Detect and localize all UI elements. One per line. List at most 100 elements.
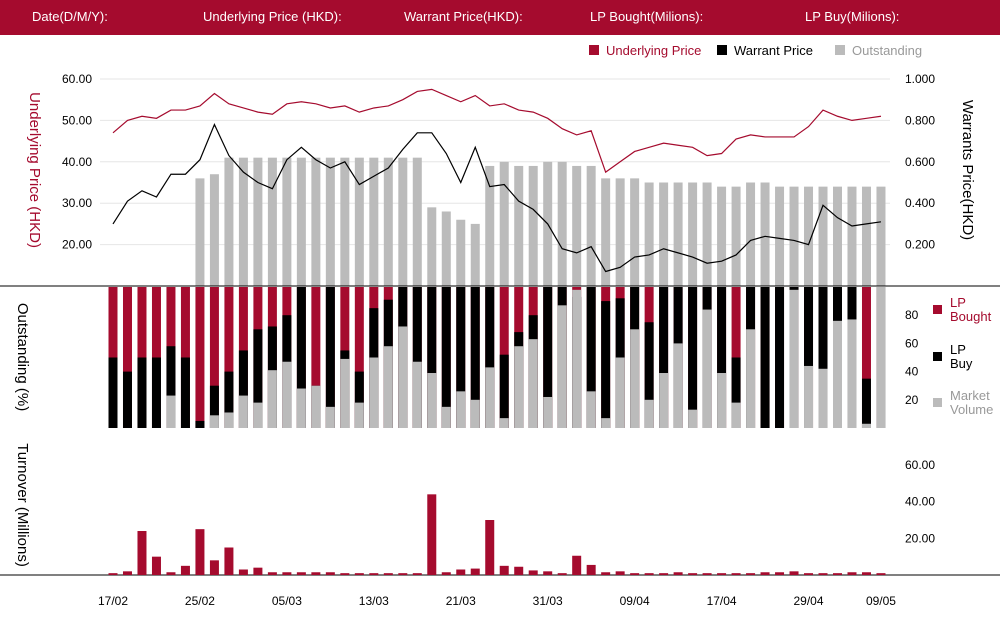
y-left-tick: 60.00: [62, 72, 92, 86]
turnover-bar: [340, 573, 350, 575]
lp-buy-bar: [775, 287, 785, 428]
lp-buy-bar: [108, 357, 118, 428]
y-turnover-axis-title: Turnover (Millions): [14, 443, 31, 567]
legend-market-volume-swatch: [933, 398, 942, 407]
outstanding-bar: [601, 178, 611, 286]
lp-buy-bar: [818, 287, 828, 428]
market-volume-bar: [833, 320, 842, 428]
turnover-bar: [122, 571, 132, 575]
lp-buy-bar: [485, 287, 495, 428]
outstanding-bar: [572, 165, 582, 286]
market-volume-bar: [485, 367, 495, 428]
legend-lp-bought-line: Bought: [950, 309, 992, 324]
market-volume-bar: [499, 418, 509, 428]
outstanding-bar: [717, 186, 727, 286]
turnover-bar: [861, 572, 871, 575]
y-right-axis-title: Warrants Price(HKD): [959, 100, 976, 240]
outstanding-bar: [485, 165, 495, 286]
outstanding-bar: [688, 182, 698, 286]
turnover-bar: [354, 573, 364, 575]
outstanding-bar: [383, 157, 393, 286]
turnover-bar: [325, 572, 335, 575]
turnover-bar: [688, 573, 698, 575]
lp-buy-bar: [644, 322, 654, 428]
y-right-tick: 0.800: [905, 113, 935, 127]
lp-buy-bar: [456, 287, 466, 428]
turnover-bar: [804, 573, 814, 575]
lp-buy-bar: [543, 287, 553, 428]
turnover-bar: [108, 573, 118, 575]
turnover-bar: [441, 572, 451, 575]
lp-buy-bar: [253, 329, 263, 428]
legend-warrant-price: Warrant Price: [734, 43, 813, 58]
turnover-bar: [470, 568, 480, 575]
market-volume-bar: [441, 406, 451, 428]
market-volume-bar: [383, 346, 393, 428]
outstanding-bar: [644, 182, 654, 286]
lp-bought-bar: [122, 287, 132, 428]
market-volume-bar: [369, 357, 379, 428]
market-volume-bar: [731, 402, 741, 428]
turnover-bar: [731, 573, 741, 575]
lp-bought-bar: [209, 287, 219, 428]
outstanding-bar: [238, 157, 248, 286]
warrant-price-label: Warrant Price(HKD):: [404, 9, 523, 24]
turnover-bar: [166, 572, 176, 575]
outstanding-bar: [311, 157, 321, 286]
turnover-bar: [456, 569, 466, 575]
market-volume-bar: [427, 373, 437, 428]
market-volume-bar: [615, 357, 625, 428]
legend-lp-buy-line: Buy: [950, 356, 973, 371]
outstanding-bar: [209, 174, 219, 286]
turnover-bar: [833, 573, 842, 575]
turnover-bar: [789, 571, 799, 575]
market-volume-bar: [456, 391, 466, 428]
lp-buy-bar: [804, 287, 814, 428]
x-date-tick: 25/02: [185, 594, 215, 608]
x-date-tick: 17/04: [707, 594, 737, 608]
x-date-tick: 09/04: [620, 594, 650, 608]
turnover-bar: [253, 567, 263, 575]
lp-buy-bar: [499, 354, 509, 428]
y-pct-tick: 40: [905, 365, 919, 379]
market-volume-bar: [847, 319, 857, 428]
y-pct-axis-title: Outstanding (%): [14, 303, 31, 411]
outstanding-bar: [528, 165, 538, 286]
turnover-bar: [282, 572, 292, 575]
lp-bought-bar: [354, 287, 364, 428]
lp-buy-bar: [325, 287, 335, 428]
lp-buy-bar: [601, 301, 611, 428]
market-volume-bar: [804, 365, 814, 428]
lp-buy-bar: [760, 287, 770, 428]
market-volume-bar: [572, 289, 582, 428]
turnover-bar: [644, 573, 654, 575]
y-right-tick: 1.000: [905, 72, 935, 86]
legend-market-volume-line: Volume: [950, 402, 993, 417]
underlying-price-line: [112, 88, 882, 174]
outstanding-bar: [702, 182, 712, 286]
outstanding-bar: [369, 157, 379, 286]
outstanding-bar: [470, 223, 480, 286]
turnover-bar: [369, 573, 379, 575]
lp-bought-bar: [195, 287, 205, 428]
legend-market-volume-line: Market: [950, 388, 990, 403]
turnover-bar: [267, 572, 277, 575]
outstanding-bar: [775, 186, 785, 286]
turnover-bar: [615, 571, 625, 575]
market-volume-bar: [267, 370, 277, 428]
lp-buy-bar: [717, 287, 727, 428]
outstanding-bar: [514, 165, 524, 286]
turnover-bar: [543, 571, 553, 575]
outstanding-bar: [746, 182, 756, 286]
y-right-tick: 0.600: [905, 155, 935, 169]
market-volume-bar: [282, 361, 292, 428]
outstanding-bar: [282, 157, 292, 286]
legend-lp-buy-line: LP: [950, 342, 966, 357]
outstanding-bar: [760, 182, 770, 286]
turnover-bar: [209, 560, 219, 575]
outstanding-bar: [253, 157, 263, 286]
lp-buy-bar: [224, 371, 234, 428]
lp-buy-bar: [427, 287, 437, 428]
outstanding-bar: [847, 186, 857, 286]
